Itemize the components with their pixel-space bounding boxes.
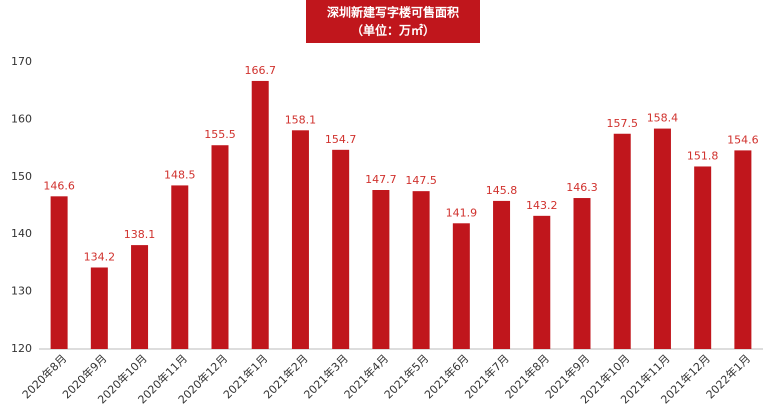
y-tick-label: 160 — [11, 112, 32, 125]
bar — [412, 191, 430, 349]
value-label: 138.1 — [124, 228, 156, 241]
value-label: 143.2 — [526, 199, 558, 212]
value-label: 154.7 — [325, 133, 357, 146]
bar — [452, 223, 470, 349]
title-box — [306, 0, 480, 43]
chart-subtitle: （单位：万㎡） — [351, 23, 435, 38]
value-label: 147.5 — [405, 174, 437, 187]
bar — [211, 145, 229, 349]
bar — [613, 133, 631, 349]
bar — [573, 198, 591, 349]
bar — [50, 196, 68, 349]
value-label: 166.7 — [244, 64, 276, 77]
bar — [171, 185, 189, 349]
value-label: 148.5 — [164, 168, 196, 181]
bar — [291, 130, 309, 349]
bar — [533, 215, 551, 349]
value-label: 146.6 — [43, 179, 75, 192]
y-tick-label: 170 — [11, 55, 32, 68]
bar — [694, 166, 712, 349]
value-label: 157.5 — [606, 117, 638, 130]
value-label: 146.3 — [566, 181, 598, 194]
bar — [372, 190, 390, 349]
value-label: 141.9 — [446, 206, 478, 219]
value-label: 158.1 — [285, 113, 317, 126]
bar — [90, 267, 108, 349]
y-tick-label: 150 — [11, 170, 32, 183]
bar — [131, 245, 149, 349]
chart-title: 深圳新建写字楼可售面积 — [327, 5, 459, 20]
value-label: 151.8 — [687, 149, 719, 162]
bar — [251, 80, 269, 349]
y-tick-label: 120 — [11, 342, 32, 355]
bar — [734, 150, 752, 349]
bar — [653, 128, 671, 349]
bar — [493, 200, 511, 349]
y-tick-label: 140 — [11, 227, 32, 240]
value-label: 134.2 — [84, 250, 116, 263]
y-tick-label: 130 — [11, 285, 32, 298]
value-label: 154.6 — [727, 133, 759, 146]
bar — [332, 149, 350, 349]
value-label: 147.7 — [365, 173, 397, 186]
value-label: 158.4 — [647, 112, 679, 125]
value-label: 145.8 — [486, 184, 518, 197]
value-label: 155.5 — [204, 128, 236, 141]
